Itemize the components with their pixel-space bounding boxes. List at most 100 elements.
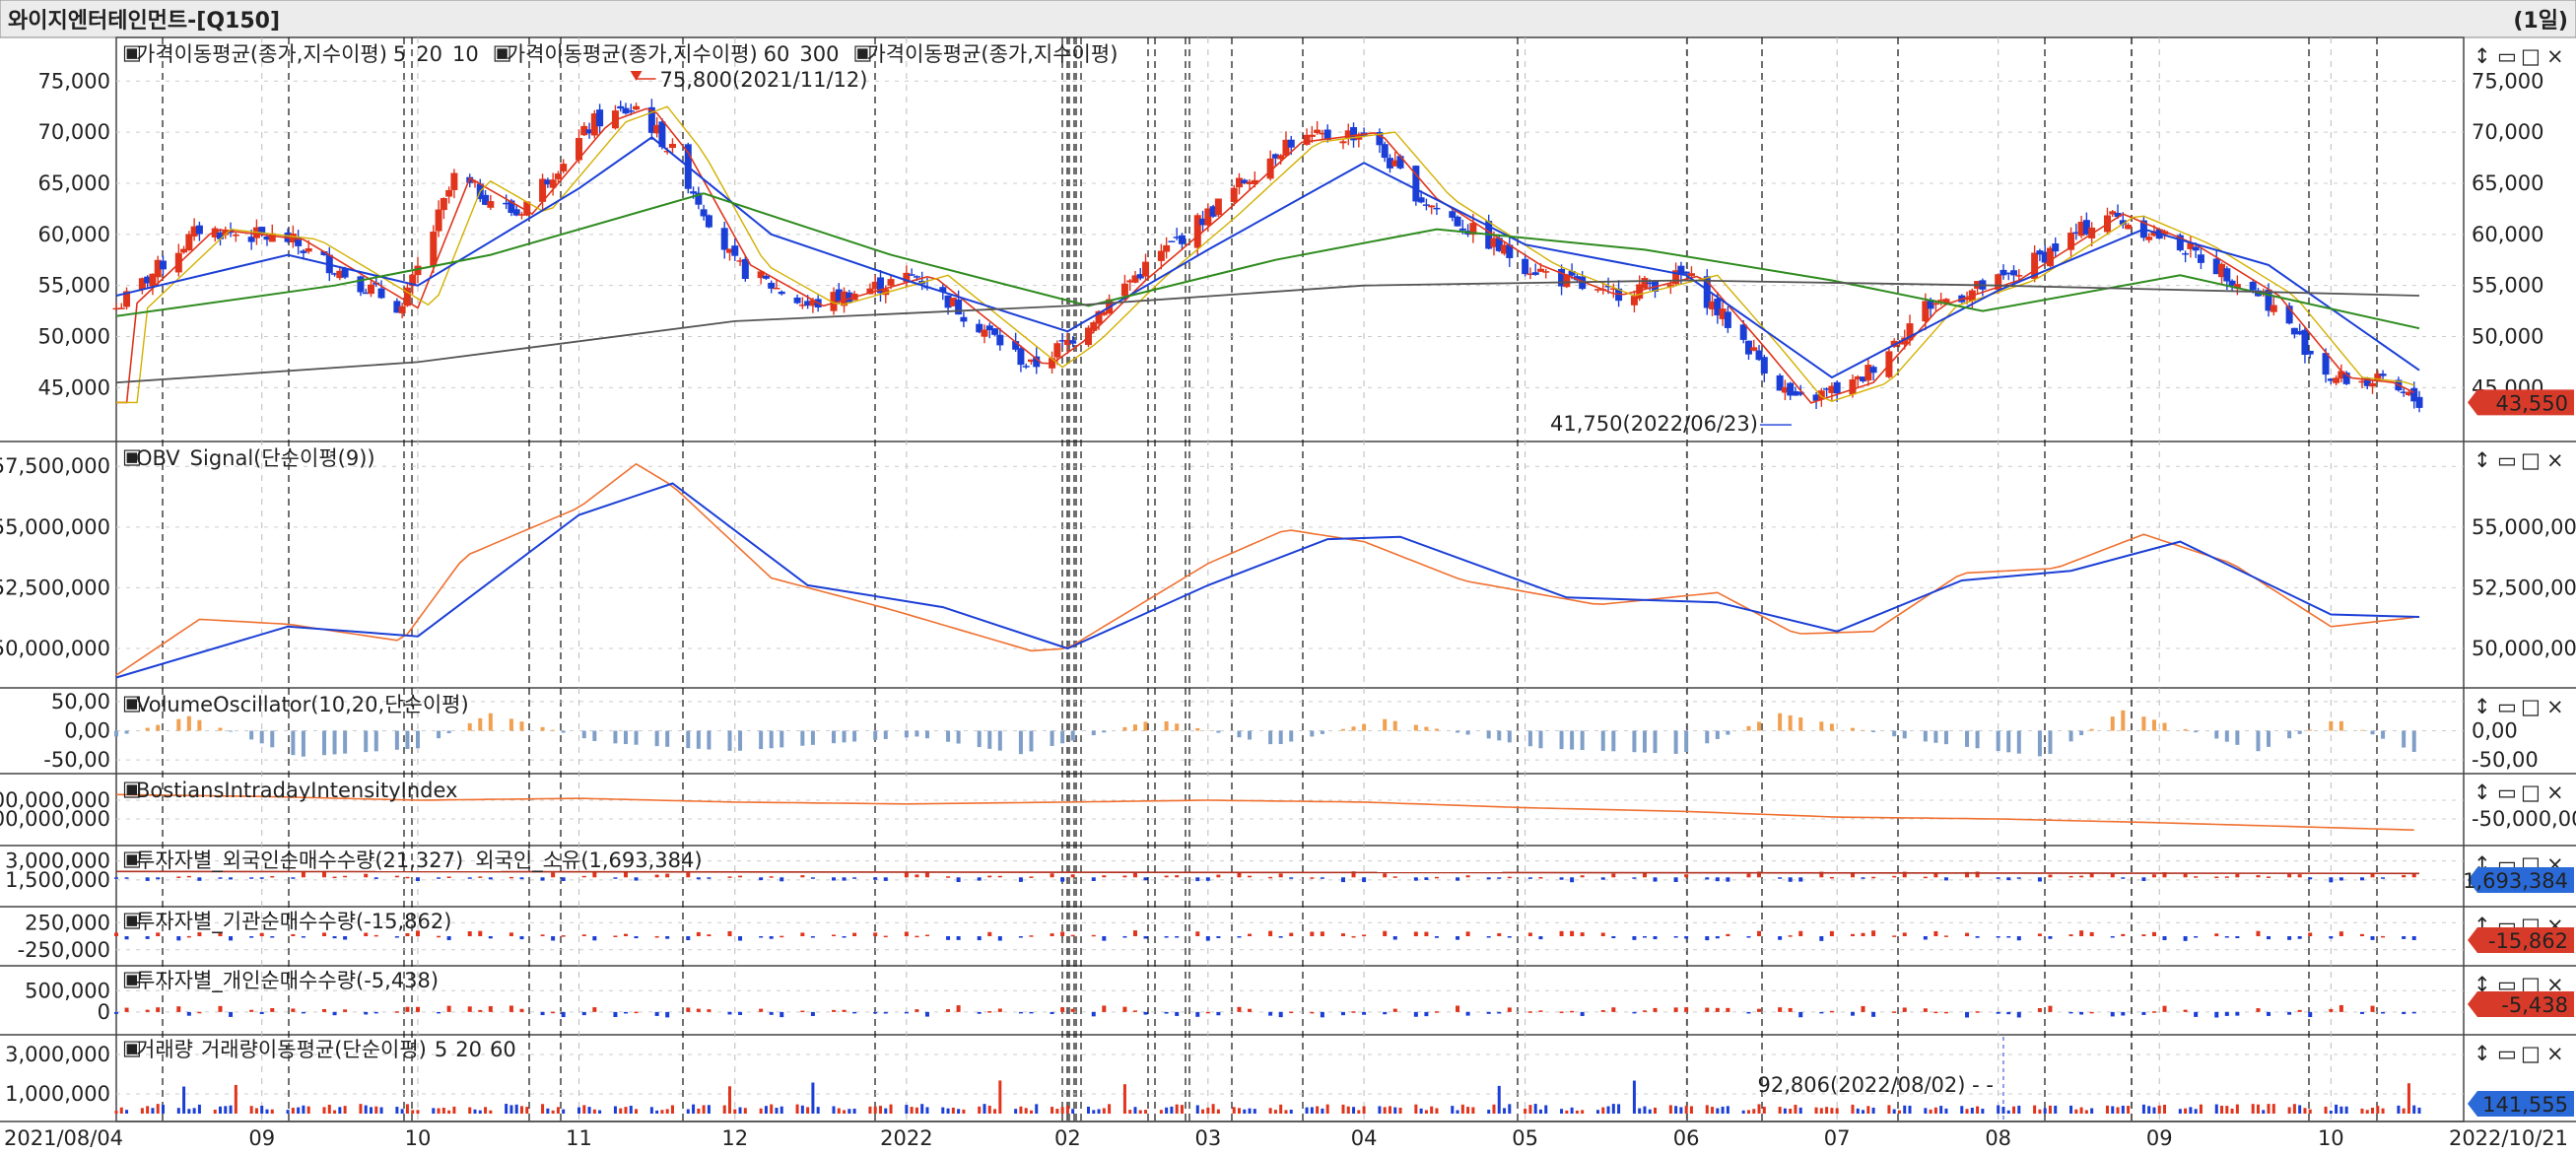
candle-body: [913, 276, 920, 278]
institution-bar: [1653, 936, 1658, 940]
volume-bar: [2069, 1105, 2073, 1114]
volume-bar: [635, 1109, 639, 1114]
institution-bar: [249, 936, 254, 938]
individual-bar: [2121, 1011, 2126, 1016]
institution-bar: [508, 932, 513, 936]
candle-body: [1760, 357, 1768, 374]
foreign-bar: [2079, 875, 2084, 878]
y-tick-label: 57,500,000: [0, 454, 110, 478]
y-tick-label: 00,000,000: [0, 788, 110, 812]
individual-bar: [738, 1011, 743, 1015]
y-tick-label-right: 55,000,000: [2472, 515, 2576, 539]
volume-bar: [1051, 1107, 1054, 1114]
individual-bar: [1715, 1007, 1720, 1012]
y-tick-label: 52,500,000: [0, 576, 110, 599]
ma5-line: [116, 107, 2415, 404]
volume-bar: [1170, 1106, 1174, 1114]
oscillator-bar: [1164, 720, 1169, 731]
volume-bar: [1128, 1110, 1132, 1114]
foreign-bar: [1778, 877, 1783, 879]
volume-bar: [1939, 1106, 1943, 1114]
candle-body: [554, 173, 562, 179]
y-tick-label-right: 60,000: [2472, 223, 2543, 246]
volume-bar: [1133, 1107, 1137, 1114]
foreign-bar: [2256, 875, 2261, 878]
individual-bar: [1383, 1011, 1388, 1015]
institution-bar: [1164, 936, 1169, 938]
candle-body: [1136, 274, 1144, 279]
volume-bar: [1752, 1109, 1756, 1114]
volume-bar: [1508, 1104, 1512, 1114]
oscillator-bar: [1705, 730, 1710, 744]
candle-body: [1277, 155, 1285, 160]
candle-body: [768, 282, 776, 289]
volume-bar: [1944, 1108, 1948, 1114]
institution-bar: [301, 936, 305, 938]
y-tick-label-right: 52,500,000: [2472, 576, 2576, 599]
oscillator-bar: [654, 730, 659, 747]
oscillator-bar: [696, 730, 701, 749]
volume-bar: [1866, 1106, 1870, 1114]
volume-bar: [852, 1108, 856, 1114]
foreign-bar: [634, 877, 639, 881]
candle-body: [1833, 381, 1841, 394]
volume-bar: [1471, 1107, 1475, 1114]
institution-bar: [2089, 931, 2094, 936]
volume-bar: [286, 1110, 290, 1114]
candle-body: [2119, 220, 2127, 225]
volume-bar: [1248, 1108, 1252, 1114]
volume-bar: [1638, 1108, 1642, 1114]
candle-body: [1323, 129, 1331, 140]
volume-bar: [1897, 1110, 1901, 1114]
oscillator-bar: [249, 730, 254, 740]
foreign-bar: [1975, 871, 1980, 878]
institution-bar: [343, 936, 348, 940]
candle-body: [512, 209, 520, 216]
oscillator-bar: [1029, 730, 1034, 752]
volume-bar: [1357, 1110, 1361, 1114]
candle-body: [2145, 237, 2153, 240]
individual-bar: [924, 1011, 929, 1017]
volume-bar: [592, 1109, 596, 1114]
y-tick-label: 45,000: [38, 375, 110, 399]
candle-body: [1849, 378, 1857, 395]
volume-bar: [395, 1107, 399, 1114]
volume-bar: [224, 1106, 228, 1114]
institution-bar: [2308, 932, 2313, 936]
volume-bar: [2033, 1105, 2037, 1114]
candle-body: [1495, 238, 1503, 251]
individual-bar: [1216, 1011, 1221, 1016]
candle-body: [1609, 288, 1617, 290]
oscillator-bar: [1861, 729, 1865, 731]
oscillator-bar: [1486, 730, 1491, 739]
candle-body: [944, 295, 952, 308]
oscillator-bar: [1465, 730, 1470, 735]
foreign-bar: [842, 877, 847, 881]
institution-bar: [1778, 936, 1783, 940]
candle-body: [846, 292, 853, 303]
period-label[interactable]: (1일): [2513, 9, 2568, 34]
x-start-date: 2021/08/04: [4, 1126, 123, 1150]
volume-bar: [2012, 1106, 2016, 1114]
volume-bar: [1533, 1104, 1537, 1114]
bostian-line: [115, 793, 2414, 831]
y-tick-label-right: -50,000,000: [2472, 807, 2576, 831]
volume-bar: [1856, 1108, 1860, 1114]
volume-bar: [665, 1109, 669, 1114]
individual-bar: [2214, 1011, 2219, 1018]
individual-bar: [1268, 1011, 1273, 1016]
foreign-bar: [1362, 877, 1367, 882]
candle-body: [508, 200, 515, 214]
foreign-bar: [1018, 877, 1023, 882]
bostian-legend: BostiansIntradayIntensityIndex: [136, 779, 457, 802]
candle-body: [1090, 321, 1098, 331]
candle-body: [1593, 289, 1601, 291]
volume-bar: [1544, 1105, 1548, 1114]
volume-bar: [686, 1109, 690, 1114]
institution-bar: [2267, 936, 2271, 940]
volume-bar: [1352, 1107, 1356, 1114]
volume-bar: [1284, 1110, 1288, 1114]
volume-bar: [1216, 1109, 1220, 1114]
volume-bar: [2074, 1109, 2078, 1114]
